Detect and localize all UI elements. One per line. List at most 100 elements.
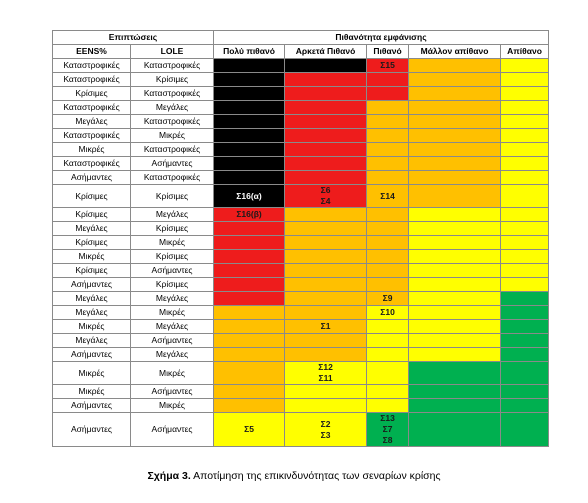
lole-cell: Μεγάλες xyxy=(129,100,215,115)
risk-cell xyxy=(366,277,410,292)
caption-text: Αποτίμηση της επικινδυνότητας των σεναρί… xyxy=(193,470,441,482)
table-body: Καταστροφικές Καταστροφικές Σ15 Καταστροφικ… xyxy=(52,58,550,447)
lole-cell: Κρίσιμες xyxy=(129,277,215,292)
risk-cell xyxy=(213,58,286,73)
matrix-row: Ασήμαντες Μεγάλες xyxy=(52,347,550,362)
eens-cell: Μεγάλες xyxy=(52,333,131,348)
risk-cell xyxy=(408,221,502,236)
risk-cell xyxy=(408,398,502,413)
risk-cell xyxy=(366,384,410,399)
eens-cell: Ασήμαντες xyxy=(52,170,131,185)
risk-cell: Σ16(α) xyxy=(213,184,286,208)
lole-cell: Μεγάλες xyxy=(129,347,215,362)
matrix-row: Κρίσιμες Μικρές xyxy=(52,235,550,250)
risk-cell xyxy=(284,347,368,362)
scenario-label: Σ10 xyxy=(380,307,395,317)
lole-cell: Καταστροφικές xyxy=(129,114,215,129)
lole-cell: Ασήμαντες xyxy=(129,156,215,171)
risk-cell xyxy=(500,156,550,171)
matrix-row: Καταστροφικές Ασήμαντες xyxy=(52,156,550,171)
risk-cell xyxy=(408,333,502,348)
matrix-row: Ασήμαντες Καταστροφικές xyxy=(52,170,550,185)
risk-cell: Σ14 xyxy=(366,184,410,208)
risk-cell xyxy=(408,114,502,129)
matrix-row: Μεγάλες Κρίσιμες xyxy=(52,221,550,236)
risk-cell: Σ2 Σ3 xyxy=(284,412,368,447)
eens-cell: Κρίσιμες xyxy=(52,235,131,250)
risk-cell xyxy=(284,58,368,73)
risk-cell xyxy=(366,347,410,362)
matrix-row: Καταστροφικές Μικρές xyxy=(52,128,550,143)
lole-cell: Μεγάλες xyxy=(129,319,215,334)
eens-cell: Μεγάλες xyxy=(52,305,131,320)
risk-cell xyxy=(284,86,368,101)
scenario-label: Σ16(β) xyxy=(236,209,262,219)
matrix-row: Μικρές Καταστροφικές xyxy=(52,142,550,157)
risk-cell xyxy=(366,221,410,236)
risk-cell xyxy=(408,72,502,87)
risk-cell xyxy=(213,319,286,334)
risk-cell xyxy=(284,249,368,264)
risk-cell xyxy=(213,156,286,171)
eens-cell: Ασήμαντες xyxy=(52,398,131,413)
matrix-row: Μεγάλες Καταστροφικές xyxy=(52,114,550,129)
risk-cell xyxy=(284,114,368,129)
scenario-label: Σ4 xyxy=(320,196,331,206)
matrix-row: Μεγάλες Ασήμαντες xyxy=(52,333,550,348)
column-header: Αρκετά Πιθανό xyxy=(284,44,368,59)
risk-cell xyxy=(500,86,550,101)
risk-cell xyxy=(408,319,502,334)
risk-cell xyxy=(408,184,502,208)
risk-cell xyxy=(213,333,286,348)
matrix-row: Καταστροφικές Κρίσιμες xyxy=(52,72,550,87)
risk-cell xyxy=(500,347,550,362)
risk-cell xyxy=(366,207,410,222)
scenario-label: Σ1 xyxy=(320,321,331,331)
risk-cell xyxy=(366,100,410,115)
risk-cell xyxy=(500,58,550,73)
risk-cell xyxy=(366,128,410,143)
risk-cell xyxy=(408,412,502,447)
eens-cell: Κρίσιμες xyxy=(52,207,131,222)
risk-cell: Σ6 Σ4 xyxy=(284,184,368,208)
lole-cell: Κρίσιμες xyxy=(129,221,215,236)
risk-cell xyxy=(284,305,368,320)
eens-cell: Κρίσιμες xyxy=(52,184,131,208)
matrix-row: Καταστροφικές Καταστροφικές Σ15 xyxy=(52,58,550,73)
risk-cell xyxy=(408,305,502,320)
risk-cell xyxy=(213,235,286,250)
risk-cell xyxy=(213,100,286,115)
risk-cell xyxy=(213,72,286,87)
risk-cell xyxy=(500,235,550,250)
column-header: EENS% xyxy=(52,44,131,59)
scenario-label: Σ15 xyxy=(380,60,395,70)
lole-cell: Μεγάλες xyxy=(129,207,215,222)
eens-cell: Ασήμαντες xyxy=(52,277,131,292)
risk-cell xyxy=(366,398,410,413)
matrix-row: Κρίσιμες Κρίσιμες Σ16(α) Σ6 Σ4 Σ14 xyxy=(52,184,550,208)
risk-cell xyxy=(408,156,502,171)
risk-cell xyxy=(213,114,286,129)
matrix-row: Μικρές Μεγάλες Σ1 xyxy=(52,319,550,334)
risk-cell xyxy=(284,156,368,171)
risk-cell xyxy=(213,142,286,157)
risk-cell xyxy=(408,291,502,306)
eens-cell: Μικρές xyxy=(52,384,131,399)
risk-cell xyxy=(366,263,410,278)
eens-cell: Κρίσιμες xyxy=(52,263,131,278)
risk-cell xyxy=(213,347,286,362)
risk-cell xyxy=(366,142,410,157)
risk-cell: Σ9 xyxy=(366,291,410,306)
risk-cell xyxy=(213,291,286,306)
risk-cell xyxy=(408,347,502,362)
scenario-label: Σ13 xyxy=(380,413,395,424)
matrix-row: Κρίσιμες Ασήμαντες xyxy=(52,263,550,278)
column-header: Μάλλον απίθανο xyxy=(408,44,502,59)
risk-cell xyxy=(284,235,368,250)
matrix-row: Ασήμαντες Κρίσιμες xyxy=(52,277,550,292)
risk-cell xyxy=(408,207,502,222)
eens-cell: Καταστροφικές xyxy=(52,58,131,73)
risk-cell xyxy=(284,170,368,185)
lole-cell: Κρίσιμες xyxy=(129,249,215,264)
lole-cell: Καταστροφικές xyxy=(129,58,215,73)
